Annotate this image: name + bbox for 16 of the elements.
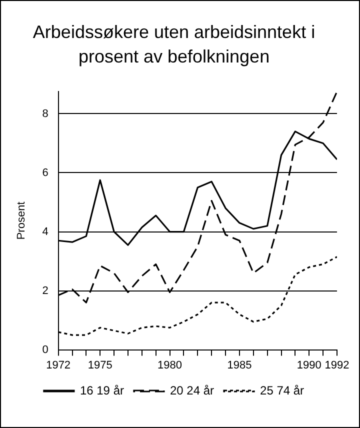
x-tick-label: 1980 [158, 359, 182, 372]
y-tick-label: 4 [42, 226, 48, 238]
x-tick-label: 1975 [88, 359, 112, 372]
y-axis-title: Prosent [16, 202, 28, 240]
y-tick-label: 6 [42, 166, 48, 179]
y-tick-label: 8 [42, 108, 48, 120]
x-tick-label: 1992 [324, 359, 350, 372]
x-tick-label: 1985 [227, 359, 252, 372]
legend-label: 25 74 år [260, 383, 304, 398]
y-tick-label: 2 [42, 284, 48, 297]
x-tick-label: 1972 [46, 359, 71, 372]
legend-label: 16 19 år [80, 383, 124, 398]
y-tick-label: 0 [42, 344, 48, 356]
chart-title: Arbeidssøkere uten arbeidsinntekt i prosent av befolkningen [32, 22, 316, 66]
legend-label: 20 24 år [170, 383, 214, 398]
x-tick-label: 1990 [296, 359, 322, 372]
